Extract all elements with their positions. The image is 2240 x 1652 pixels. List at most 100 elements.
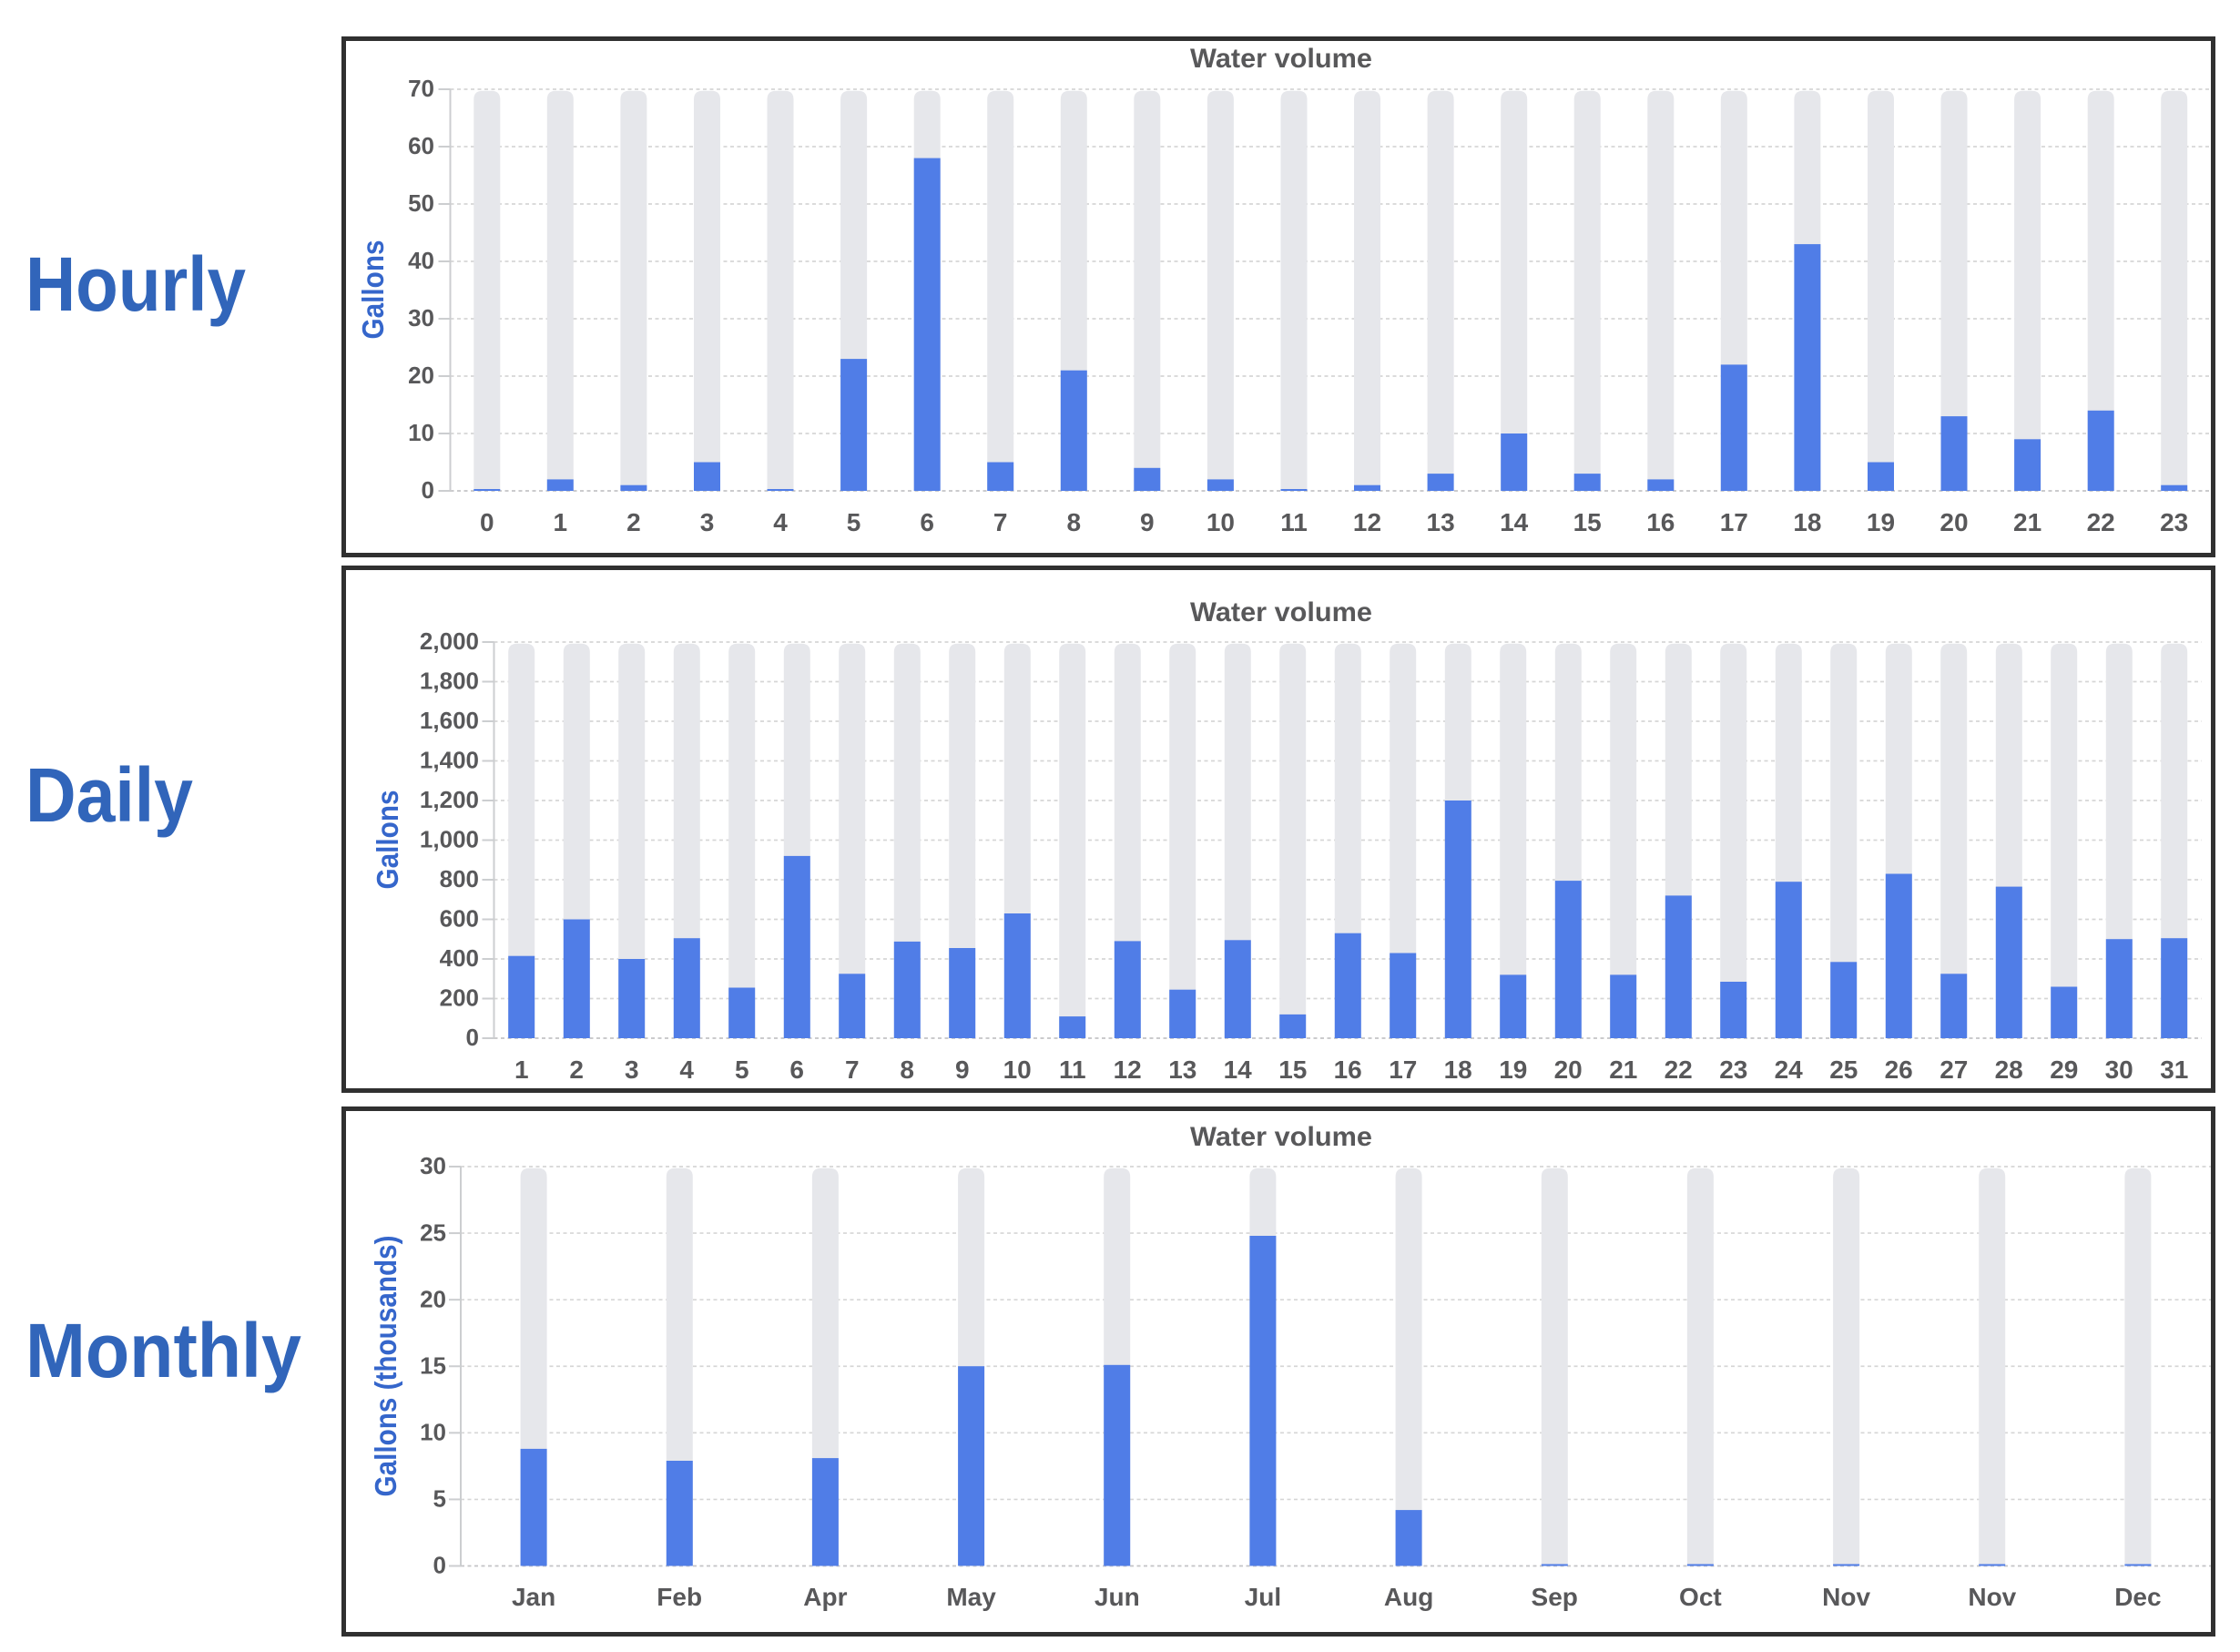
svg-text:7: 7 [845,1055,860,1084]
svg-text:200: 200 [440,984,479,1012]
svg-text:2: 2 [569,1055,584,1084]
svg-text:10: 10 [420,1419,446,1446]
svg-text:Oct: Oct [1679,1583,1722,1611]
svg-text:23: 23 [1719,1055,1747,1084]
svg-text:Dec: Dec [2114,1583,2161,1611]
svg-text:0: 0 [433,1552,446,1579]
svg-text:21: 21 [2013,508,2041,536]
svg-text:Sep: Sep [1532,1583,1578,1611]
svg-text:8: 8 [1067,508,1082,536]
svg-text:1,000: 1,000 [420,826,479,853]
svg-text:600: 600 [440,905,479,933]
svg-text:Water volume: Water volume [1190,1122,1372,1152]
svg-text:3: 3 [625,1055,639,1084]
svg-text:30: 30 [2105,1055,2133,1084]
svg-text:12: 12 [1353,508,1381,536]
svg-text:Apr: Apr [803,1583,847,1611]
svg-text:30: 30 [420,1152,446,1179]
svg-text:1,200: 1,200 [420,786,479,813]
svg-text:17: 17 [1389,1055,1417,1084]
svg-text:14: 14 [1224,1055,1253,1084]
svg-text:18: 18 [1793,508,1821,536]
svg-text:11: 11 [1059,1055,1086,1084]
svg-text:31: 31 [2160,1055,2188,1084]
svg-text:20: 20 [1554,1055,1583,1084]
svg-text:29: 29 [2050,1055,2078,1084]
svg-text:10: 10 [1207,508,1235,536]
svg-text:1,400: 1,400 [420,747,479,774]
svg-text:24: 24 [1775,1055,1804,1084]
svg-text:25: 25 [420,1219,446,1246]
svg-text:0: 0 [480,508,494,536]
svg-text:Water volume: Water volume [1190,44,1372,74]
svg-text:23: 23 [2160,508,2188,536]
svg-text:60: 60 [408,132,434,159]
svg-text:20: 20 [1940,508,1968,536]
svg-text:Water volume: Water volume [1190,597,1372,627]
svg-text:11: 11 [1280,508,1308,536]
svg-text:Nov: Nov [1822,1583,1870,1611]
svg-text:2: 2 [626,508,641,536]
svg-text:18: 18 [1444,1055,1472,1084]
svg-text:Jun: Jun [1095,1583,1140,1611]
svg-text:2,000: 2,000 [420,627,479,655]
svg-text:17: 17 [1720,508,1748,536]
svg-text:Aug: Aug [1384,1583,1433,1611]
svg-text:22: 22 [2087,508,2115,536]
svg-text:30: 30 [408,304,434,331]
svg-text:21: 21 [1609,1055,1637,1084]
svg-text:Nov: Nov [1968,1583,2016,1611]
svg-text:26: 26 [1885,1055,1913,1084]
svg-text:Gallons: Gallons [371,790,404,890]
svg-text:1: 1 [554,508,568,536]
svg-text:9: 9 [955,1055,970,1084]
svg-text:22: 22 [1665,1055,1693,1084]
svg-text:6: 6 [920,508,934,536]
svg-text:Monthly: Monthly [25,1308,301,1393]
svg-text:20: 20 [420,1285,446,1312]
svg-text:15: 15 [420,1351,446,1379]
svg-text:400: 400 [440,944,479,972]
svg-text:Feb: Feb [657,1583,702,1611]
svg-text:6: 6 [789,1055,804,1084]
svg-text:70: 70 [408,75,434,102]
svg-text:10: 10 [1003,1055,1032,1084]
svg-text:4: 4 [679,1055,694,1084]
svg-text:8: 8 [900,1055,914,1084]
svg-text:5: 5 [735,1055,749,1084]
svg-text:Jul: Jul [1245,1583,1281,1611]
svg-text:0: 0 [466,1024,479,1051]
svg-text:16: 16 [1334,1055,1362,1084]
svg-text:800: 800 [440,865,479,892]
svg-text:40: 40 [408,247,434,274]
svg-text:May: May [946,1583,996,1611]
svg-text:7: 7 [993,508,1008,536]
svg-text:5: 5 [847,508,861,536]
svg-text:3: 3 [700,508,715,536]
svg-text:4: 4 [773,508,788,536]
svg-text:1,600: 1,600 [420,707,479,734]
svg-text:Gallons (thousands): Gallons (thousands) [369,1236,402,1497]
svg-text:14: 14 [1500,508,1529,536]
svg-text:50: 50 [408,189,434,217]
svg-text:28: 28 [1995,1055,2023,1084]
svg-text:Jan: Jan [512,1583,555,1611]
svg-text:10: 10 [408,419,434,446]
svg-text:5: 5 [433,1485,446,1513]
svg-text:1: 1 [514,1055,529,1084]
svg-text:Gallons: Gallons [356,240,390,340]
svg-text:12: 12 [1114,1055,1142,1084]
svg-text:Hourly: Hourly [25,241,246,327]
svg-text:20: 20 [408,362,434,389]
svg-text:19: 19 [1499,1055,1527,1084]
svg-text:25: 25 [1829,1055,1858,1084]
svg-text:0: 0 [422,476,434,504]
svg-text:Daily: Daily [25,752,193,838]
svg-text:19: 19 [1867,508,1895,536]
svg-text:15: 15 [1573,508,1602,536]
svg-text:9: 9 [1140,508,1155,536]
svg-text:27: 27 [1940,1055,1968,1084]
svg-text:13: 13 [1168,1055,1196,1084]
svg-text:15: 15 [1278,1055,1307,1084]
svg-text:16: 16 [1646,508,1675,536]
